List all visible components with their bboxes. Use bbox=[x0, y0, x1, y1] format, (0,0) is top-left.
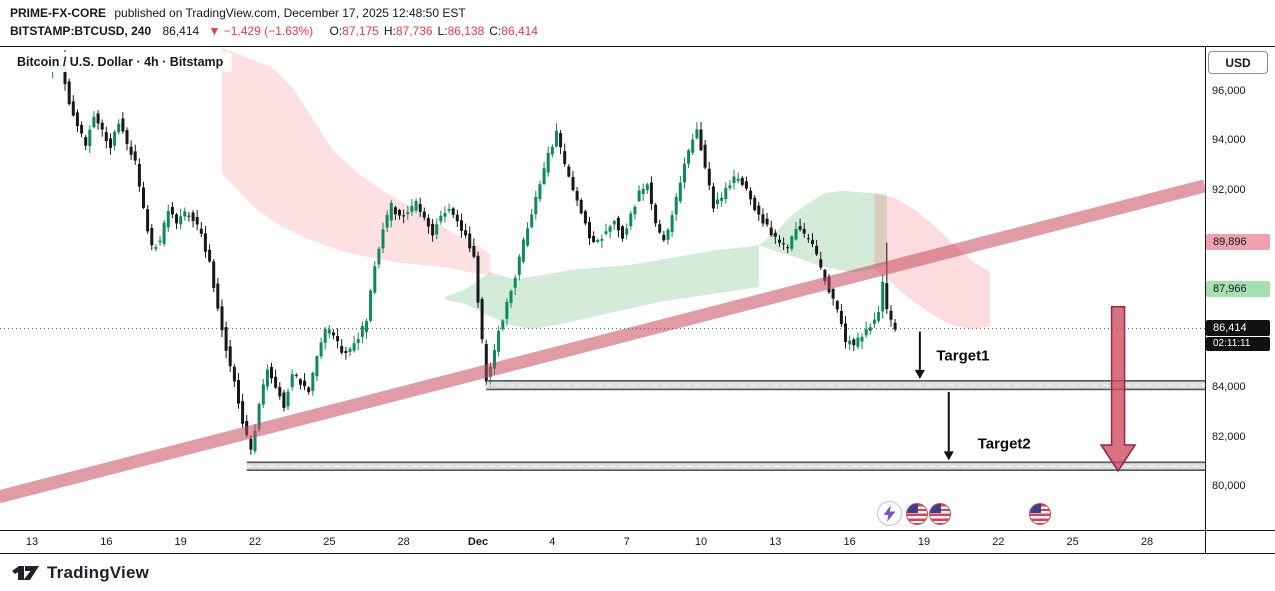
target-label-2: Target2 bbox=[977, 435, 1031, 453]
candlestick-series bbox=[51, 50, 897, 455]
price-tick-label: 82,000 bbox=[1212, 430, 1246, 443]
time-tick-label: 16 bbox=[843, 536, 856, 548]
plot-area bbox=[0, 47, 1205, 504]
publish-header: PRIME-FX-CORE published on TradingView.c… bbox=[10, 4, 466, 22]
support-zone bbox=[246, 461, 1205, 472]
ohlc-value: 86,414 bbox=[501, 24, 538, 38]
time-tick-label: 28 bbox=[1140, 536, 1154, 548]
ichimoku-cloud bbox=[758, 190, 887, 273]
time-tick-label: 25 bbox=[1066, 536, 1079, 548]
ichimoku-cloud bbox=[222, 47, 491, 275]
reaction-us-flag-icon[interactable] bbox=[906, 503, 928, 525]
time-tick-label: 4 bbox=[549, 536, 556, 548]
time-tick-label: 13 bbox=[769, 536, 782, 548]
ohlc-value: 86,138 bbox=[447, 24, 485, 38]
symbol-header: BITSTAMP:BTCUSD, 240 86,414 ▼ −1,429 (−1… bbox=[10, 22, 538, 40]
published-text: published on TradingView.com, December 1… bbox=[114, 6, 466, 20]
ohlc-letter: O: bbox=[329, 24, 343, 38]
reaction-us-flag-icon[interactable] bbox=[929, 503, 951, 525]
tradingview-brand[interactable]: TradingView bbox=[47, 563, 150, 582]
lightning-bolt-icon bbox=[883, 505, 896, 522]
price-tick-label: 96,000 bbox=[1212, 85, 1246, 97]
author-name: PRIME-FX-CORE bbox=[10, 6, 106, 20]
countdown-badge: 02:11:11 bbox=[1206, 336, 1270, 351]
price-tick-label: 92,000 bbox=[1212, 183, 1246, 196]
snapshot-bottom-border bbox=[0, 553, 1275, 554]
support-zone bbox=[486, 380, 1205, 391]
price-badge: 86,414 bbox=[1206, 319, 1270, 336]
trendline bbox=[0, 179, 1205, 504]
ohlc-letter: C: bbox=[489, 24, 502, 38]
time-axis-separator bbox=[0, 530, 1275, 531]
chart-legend: Bitcoin / U.S. Dollar · 4h · Bitstamp bbox=[8, 52, 233, 72]
time-tick-label: 19 bbox=[917, 536, 931, 548]
reaction-us-flag-icon[interactable] bbox=[1029, 503, 1051, 525]
target-label-1: Target1 bbox=[936, 347, 990, 365]
time-tick-label: 28 bbox=[397, 536, 410, 548]
sell-projection-arrow bbox=[1099, 306, 1137, 473]
footer: TradingView bbox=[10, 559, 149, 587]
time-tick-label: 10 bbox=[694, 536, 708, 548]
price-tick-label: 84,000 bbox=[1212, 381, 1246, 394]
last-price: 86,414 bbox=[162, 24, 200, 38]
ichimoku-cloud bbox=[445, 245, 759, 329]
ohlc-letter: L: bbox=[437, 24, 448, 38]
symbol-label: BITSTAMP:BTCUSD, 240 bbox=[10, 24, 152, 38]
price-badge: 89,896 bbox=[1206, 233, 1270, 250]
tradingview-logo-icon[interactable] bbox=[10, 564, 40, 582]
time-tick-label: 19 bbox=[174, 536, 187, 548]
time-tick-label: 7 bbox=[623, 536, 630, 548]
target-arrow bbox=[914, 331, 925, 379]
ohlc-letter: H: bbox=[383, 24, 396, 38]
ohlc-value: 87,736 bbox=[395, 24, 433, 38]
reaction-lightning-icon[interactable] bbox=[877, 501, 902, 526]
price-axis-separator bbox=[1205, 46, 1206, 554]
time-tick-label: 22 bbox=[992, 536, 1005, 548]
ohlc-value: 87,175 bbox=[342, 24, 379, 38]
time-tick-label: 22 bbox=[248, 536, 262, 548]
price-tick-label: 94,000 bbox=[1212, 134, 1246, 147]
time-tick-label: 13 bbox=[25, 536, 39, 548]
time-tick-label: Dec bbox=[467, 536, 489, 548]
price-tick-label: 80,000 bbox=[1212, 480, 1246, 492]
price-change: ▼ −1,429 (−1.63%) bbox=[208, 24, 314, 38]
time-tick-label: 25 bbox=[323, 536, 336, 548]
currency-button[interactable]: USD bbox=[1208, 51, 1268, 74]
target-arrow bbox=[943, 391, 954, 461]
time-tick-label: 16 bbox=[100, 536, 113, 548]
ohlc-values: O:87,175 H:87,736 L:86,138 C:86,414 bbox=[324, 24, 538, 38]
chart-top-border bbox=[0, 46, 1275, 47]
price-badge: 87,966 bbox=[1206, 281, 1270, 298]
